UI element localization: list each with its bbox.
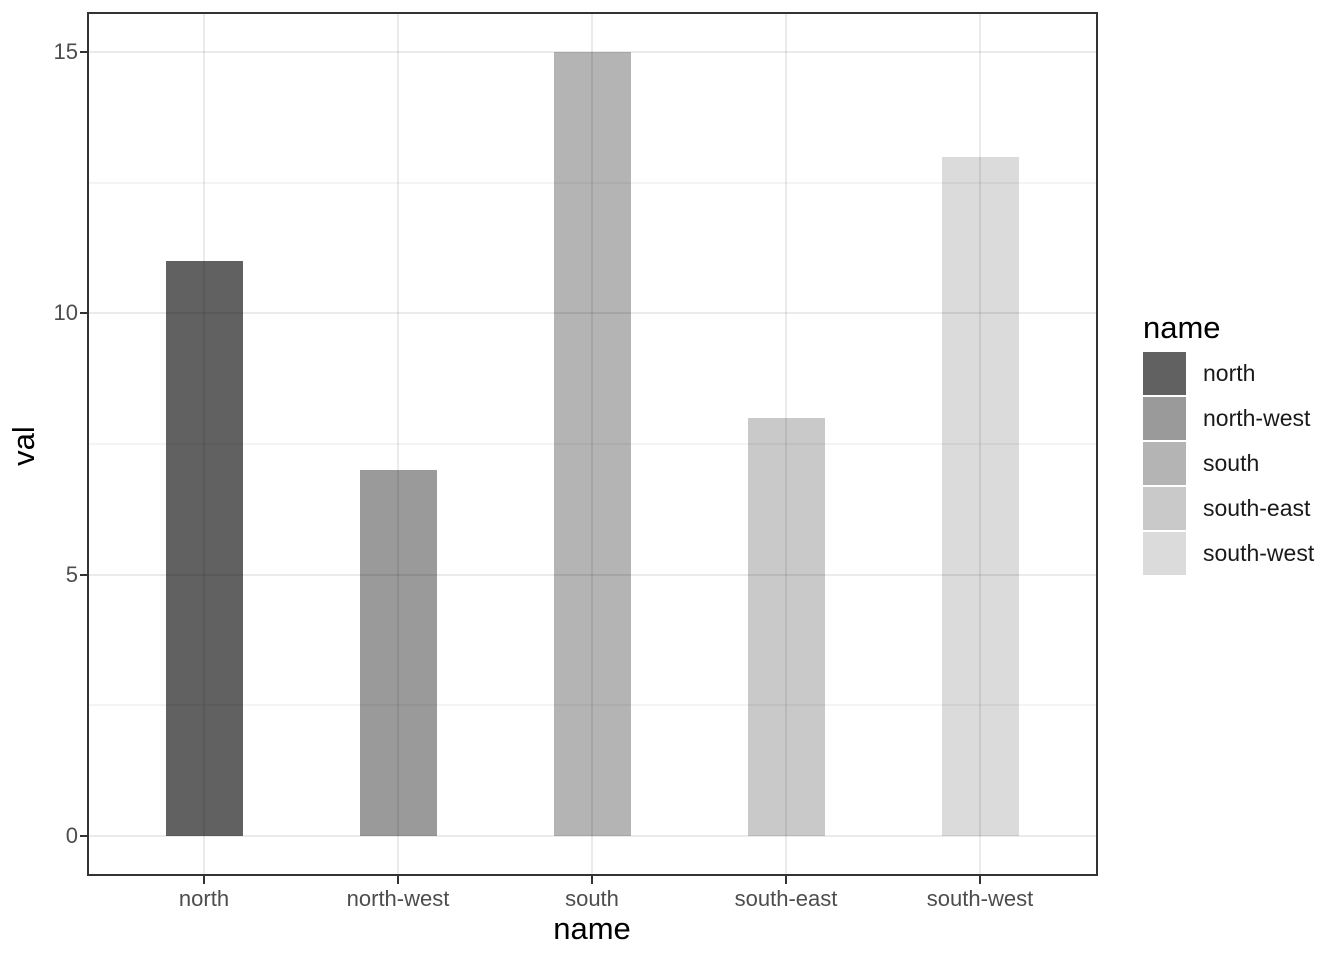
x-tick-label: south [565,886,619,911]
x-tick-label: south-east [734,886,838,911]
y-tick-mark [80,573,89,576]
gridline-y-minor-7.5 [89,442,1096,445]
legend-key-swatch [1143,397,1186,440]
legend-row-south: south [1143,442,1343,485]
gridline-x-north [203,14,205,874]
gridline-y-minor-2.5 [89,704,1096,707]
x-tick-label: north [178,886,230,911]
bar-south-west [941,156,1019,836]
y-axis-title: val [6,426,41,466]
gridline-x-south-east [785,14,787,874]
gridline-y-major-5 [89,573,1096,576]
x-tick-mark [591,876,593,884]
legend-entries: north north-west south south-east south-west [1143,352,1343,575]
legend-label: north [1203,360,1256,386]
legend-row-north-west: north-west [1143,397,1343,440]
gridline-y-major-10 [89,312,1096,315]
legend-key-swatch [1143,532,1186,575]
x-tick-mark [785,876,787,884]
y-tick-mark [80,50,89,53]
legend-label: south [1203,450,1260,476]
gridline-y-major-15 [89,50,1096,53]
legend-key-swatch [1143,487,1186,530]
legend-key-swatch [1143,352,1186,395]
x-tick-label: north-west [346,886,450,911]
y-tick-label: 15 [53,38,78,64]
legend-row-south-west: south-west [1143,532,1343,575]
gridline-y-major-0 [89,835,1096,837]
x-tick-label: south-west [926,886,1034,911]
y-tick-label: 10 [53,300,78,326]
bar-north [165,261,243,836]
x-tick-mark [203,876,205,884]
x-tick-mark [979,876,981,884]
x-axis-title: name [553,911,631,946]
x-tick-mark [397,876,399,884]
legend-label: north-west [1203,405,1311,431]
legend-label: south-east [1203,495,1311,521]
legend-title: name [1143,310,1221,345]
legend-key-swatch [1143,442,1186,485]
gridline-x-south [591,14,593,874]
bar-south [553,51,631,836]
bar-south-east [747,417,825,836]
y-tick-label: 0 [65,823,78,848]
plot-panel [89,14,1096,874]
legend: name north north-west south south-east south… [1143,310,1343,575]
y-tick-label: 5 [65,561,78,587]
gridline-x-north-west [397,14,399,874]
y-tick-mark [80,835,89,837]
bar-north-west [359,470,437,836]
legend-row-north: north [1143,352,1343,395]
y-tick-mark [80,312,89,315]
gridline-y-minor-12.5 [89,181,1096,184]
gridline-x-south-west [979,14,981,874]
legend-row-south-east: south-east [1143,487,1343,530]
legend-label: south-west [1203,540,1315,566]
